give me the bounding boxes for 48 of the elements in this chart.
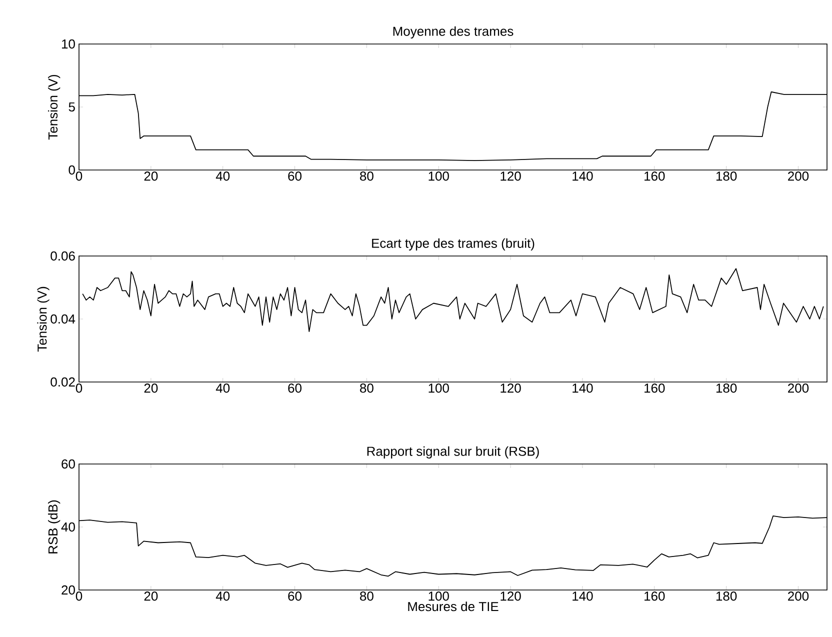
- x-tick-label: 40: [216, 172, 230, 181]
- x-tick-label: 100: [428, 172, 449, 181]
- chart-title: Rapport signal sur bruit (RSB): [367, 446, 539, 458]
- chart-title: Moyenne des trames: [393, 26, 514, 38]
- x-tick-label: 180: [716, 384, 737, 393]
- x-tick-label: 200: [788, 592, 809, 601]
- y-tick-label: 0.04: [50, 314, 76, 324]
- x-tick-label: 200: [788, 172, 809, 181]
- x-tick-label: 140: [572, 592, 593, 601]
- x-tick-label: 180: [716, 172, 737, 181]
- x-tick-label: 0: [76, 592, 82, 601]
- x-tick-label: 120: [500, 172, 521, 181]
- x-axis-title: Mesures de TIE: [408, 602, 498, 612]
- x-tick-label: 20: [144, 384, 158, 393]
- y-axis-title: Tension (V): [37, 286, 50, 352]
- x-tick-label: 140: [572, 384, 593, 393]
- line-series: [82, 268, 824, 332]
- y-tick-label: 10: [62, 39, 75, 49]
- x-tick-label: 60: [288, 592, 302, 601]
- x-tick-label: 60: [288, 384, 302, 393]
- x-tick-label: 160: [644, 172, 665, 181]
- x-tick-label: 20: [144, 592, 158, 601]
- y-axis-title: RSB (dB): [48, 500, 60, 554]
- y-tick-label: 0.02: [50, 377, 75, 387]
- x-tick-label: 200: [788, 384, 809, 393]
- y-tick-label: 0.06: [50, 251, 75, 261]
- x-tick-label: 0: [76, 384, 82, 393]
- x-tick-label: 180: [716, 592, 737, 601]
- y-tick-label: 5: [68, 102, 75, 112]
- x-tick-label: 80: [360, 172, 374, 181]
- y-axis-title: Tension (V): [48, 74, 60, 140]
- y-tick-label: 60: [62, 459, 75, 469]
- x-tick-label: 80: [360, 592, 374, 601]
- x-tick-label: 160: [644, 592, 665, 601]
- x-tick-label: 20: [144, 172, 158, 181]
- x-tick-label: 80: [360, 384, 374, 393]
- x-tick-label: 160: [644, 384, 665, 393]
- x-tick-label: 140: [572, 172, 593, 181]
- x-tick-label: 100: [428, 384, 449, 393]
- chart-title: Ecart type des trames (bruit): [372, 238, 534, 250]
- x-tick-label: 120: [500, 592, 521, 601]
- y-tick-label: 40: [61, 522, 75, 532]
- x-tick-label: 40: [216, 384, 230, 393]
- x-tick-label: 100: [428, 592, 449, 601]
- x-tick-label: 60: [288, 172, 302, 181]
- x-tick-label: 40: [216, 592, 230, 601]
- x-tick-label: 0: [76, 172, 82, 181]
- x-tick-label: 120: [500, 384, 521, 393]
